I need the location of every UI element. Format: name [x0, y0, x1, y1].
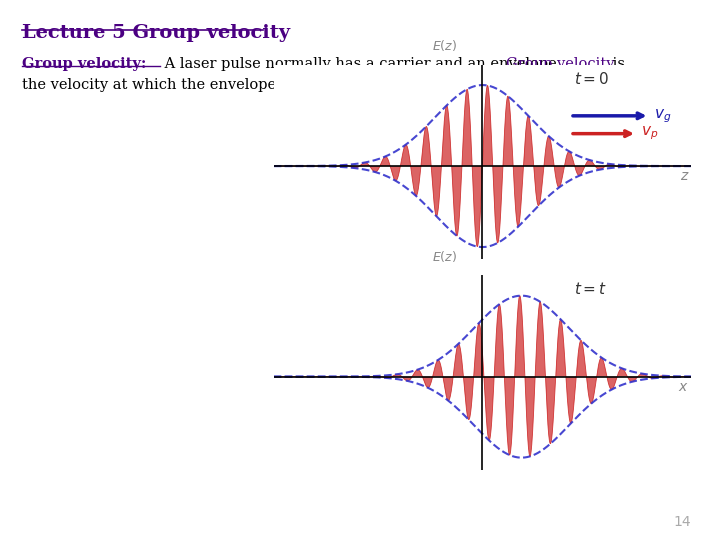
Text: $E(z)$: $E(z)$ [432, 38, 457, 53]
Text: $v_g$: $v_g$ [654, 107, 671, 125]
Text: $E(z)$: $E(z)$ [432, 249, 457, 264]
Text: $v_p$: $v_p$ [641, 125, 658, 143]
Text: x: x [679, 380, 687, 394]
Text: Group velocity:: Group velocity: [22, 57, 146, 71]
Text: A laser pulse normally has a carrier and an envelope.: A laser pulse normally has a carrier and… [160, 57, 566, 71]
Text: $t=0$: $t=0$ [575, 71, 610, 86]
Text: Lecture 5 Group velocity: Lecture 5 Group velocity [22, 24, 289, 42]
Text: the velocity at which the envelope of the laser pulse travels.: the velocity at which the envelope of th… [22, 78, 469, 92]
Text: is: is [608, 57, 626, 71]
Text: 14: 14 [674, 515, 691, 529]
Text: z: z [680, 170, 687, 183]
Text: $t=t$: $t=t$ [575, 281, 608, 297]
Text: Group velocity: Group velocity [506, 57, 615, 71]
